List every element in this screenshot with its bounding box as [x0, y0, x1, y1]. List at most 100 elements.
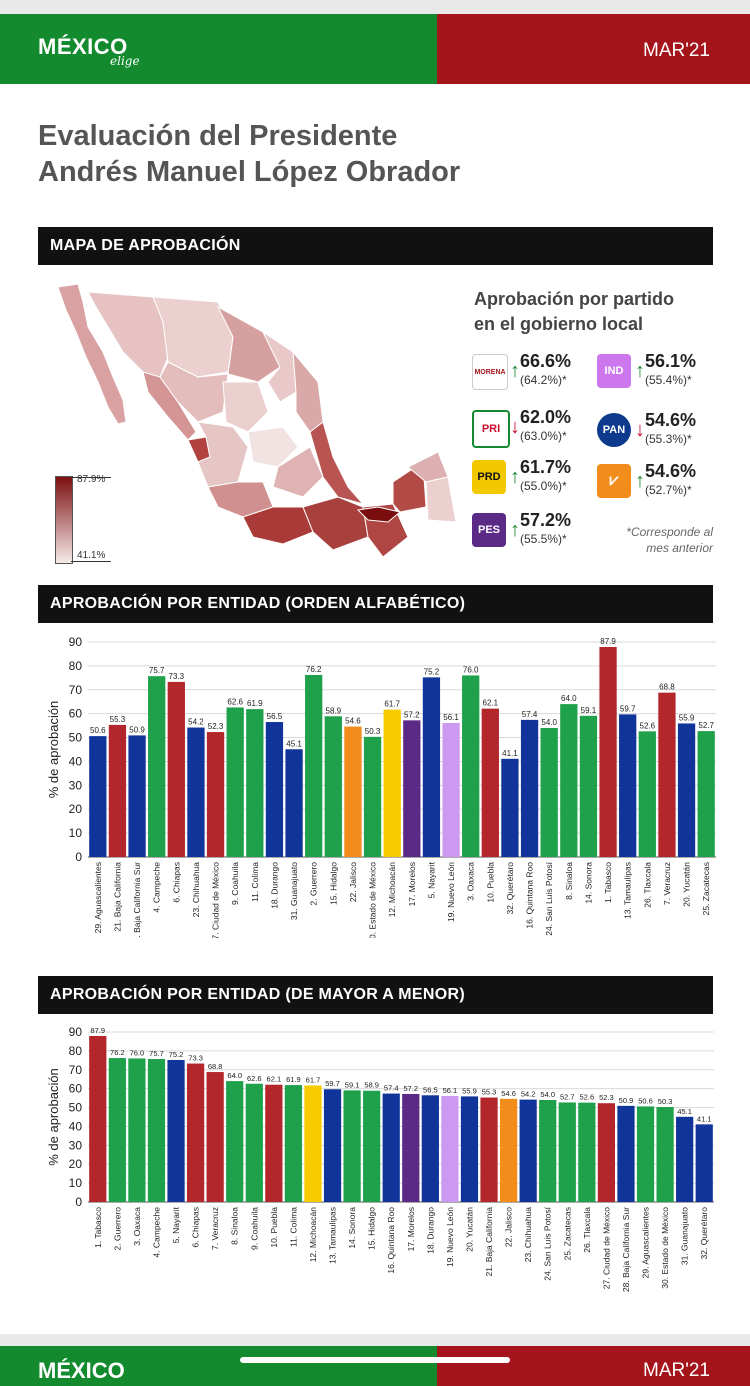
bar — [558, 1102, 576, 1202]
y-tick-label: 50 — [69, 731, 83, 745]
trend-up-icon: ↑ — [635, 360, 645, 382]
trend-up-icon: ↑ — [510, 360, 520, 382]
y-tick-label: 90 — [69, 635, 83, 649]
bar — [499, 1098, 518, 1202]
y-tick-label: 70 — [69, 683, 83, 697]
map-centro — [272, 446, 324, 498]
bar-value-label: 52.3 — [599, 1093, 614, 1102]
bar-value-label: 61.9 — [247, 699, 263, 708]
bar-value-label: 50.9 — [129, 725, 145, 734]
bottom-banner-green: MÉXICO — [0, 1346, 437, 1386]
bar-value-label: 75.7 — [149, 666, 165, 675]
party-previous: (64.2%)* — [520, 373, 567, 387]
bar — [636, 1106, 655, 1202]
bar-value-label: 54.6 — [345, 717, 361, 726]
bar-value-label: 59.1 — [581, 706, 597, 715]
bar-value-label: 76.2 — [306, 665, 322, 674]
bar — [226, 1081, 244, 1202]
bar — [695, 1124, 713, 1202]
bar-value-label: 56.1 — [443, 1086, 458, 1095]
category-label: 19. Nuevo León — [445, 1207, 455, 1267]
category-label: 23. Chihuahua — [523, 1207, 533, 1263]
category-label: 1. Tabasco — [603, 862, 613, 903]
map-section-heading: MAPA DE APROBACIÓN — [38, 227, 713, 265]
bar — [442, 722, 460, 857]
bar — [128, 735, 146, 857]
y-tick-label: 70 — [69, 1063, 83, 1077]
bar-value-label: 45.1 — [286, 739, 302, 748]
bar-value-label: 68.8 — [659, 683, 675, 692]
category-label: 25. Zacatecas — [562, 1207, 572, 1260]
category-label: 5. Nayarit — [426, 861, 436, 898]
bar — [382, 1093, 400, 1202]
y-tick-label: 0 — [75, 850, 82, 864]
bar-value-label: 52.3 — [208, 722, 224, 731]
party-value: 61.7% — [520, 457, 572, 477]
bar — [441, 1096, 459, 1202]
bottom-banner: MÉXICO MAR'21 — [0, 1346, 750, 1386]
bar — [245, 1083, 263, 1202]
title-line-1: Evaluación del Presidente — [38, 120, 398, 152]
bar-value-label: 76.0 — [130, 1048, 145, 1057]
bar-value-label: 64.0 — [227, 1071, 242, 1080]
bar — [304, 1085, 322, 1202]
category-label: 7. Veracruz — [662, 862, 672, 905]
bar — [246, 709, 264, 857]
category-label: 17. Morelos — [407, 862, 417, 906]
bar — [148, 676, 166, 857]
map-oaxaca — [302, 496, 369, 551]
category-label: 13. Tamaulipas — [328, 1207, 338, 1264]
bar-value-label: 76.2 — [110, 1048, 125, 1057]
bar-value-label: 55.3 — [110, 715, 126, 724]
home-indicator[interactable] — [240, 1357, 510, 1363]
bar-value-label: 50.6 — [90, 726, 106, 735]
category-label: 20. Yucatán — [464, 1207, 474, 1252]
map-veracruz — [309, 421, 365, 505]
bar — [619, 714, 637, 857]
bar — [402, 1093, 420, 1202]
bar — [344, 726, 362, 857]
bottom-banner-red: MAR'21 — [437, 1346, 750, 1386]
y-tick-label: 40 — [69, 754, 83, 768]
category-label: 31. Guanajuato — [289, 862, 299, 920]
y-axis-label: % de aprobación — [46, 1068, 61, 1166]
category-label: 8. Sinaloa — [564, 862, 574, 900]
category-label: 5. Nayarit — [171, 1206, 181, 1243]
banner-red-panel: MAR'21 — [437, 14, 750, 84]
edition-date: MAR'21 — [643, 40, 710, 61]
party-value: 66.6% — [520, 351, 572, 371]
footnote: *Corresponde al mes anterior — [613, 524, 713, 556]
bar — [501, 758, 519, 857]
bar-value-label: 61.9 — [286, 1075, 301, 1084]
bar — [206, 1072, 224, 1202]
y-tick-label: 60 — [69, 707, 83, 721]
category-label: 20. Yucatán — [682, 862, 692, 907]
chart2-heading: APROBACIÓN POR ENTIDAD (DE MAYOR A MENOR… — [38, 976, 713, 1014]
legend-tick-max — [71, 477, 111, 478]
bar — [305, 674, 323, 857]
title-line-2: Andrés Manuel López Obrador — [38, 156, 461, 188]
y-tick-label: 20 — [69, 802, 83, 816]
independent-logo-icon: IND — [597, 354, 631, 388]
category-label: 12. Michoacán — [308, 1207, 318, 1263]
category-label: 27. Ciudad de México — [211, 862, 221, 938]
map-baja-california — [57, 283, 127, 425]
bar — [677, 723, 696, 857]
category-label: 4. Campeche — [152, 862, 162, 913]
bar-value-label: 76.0 — [463, 665, 479, 674]
bar-value-label: 50.3 — [658, 1097, 673, 1106]
bar — [167, 681, 185, 857]
category-label: 4. Campeche — [151, 1207, 161, 1258]
pri-logo-icon: PRI — [472, 410, 510, 448]
y-tick-label: 80 — [69, 659, 83, 673]
bar-value-label: 64.0 — [561, 694, 577, 703]
bar-value-label: 57.2 — [404, 710, 420, 719]
bar-value-label: 50.3 — [365, 727, 381, 736]
bar-value-label: 56.5 — [267, 712, 283, 721]
party-previous: (55.0%)* — [520, 479, 567, 493]
pan-logo-icon: PAN — [597, 413, 631, 447]
movimiento-ciudadano-logo-icon: ⩗ — [597, 464, 631, 498]
trend-down-icon: ↓ — [510, 416, 520, 438]
y-tick-label: 20 — [69, 1157, 83, 1171]
trend-up-icon: ↑ — [635, 470, 645, 492]
